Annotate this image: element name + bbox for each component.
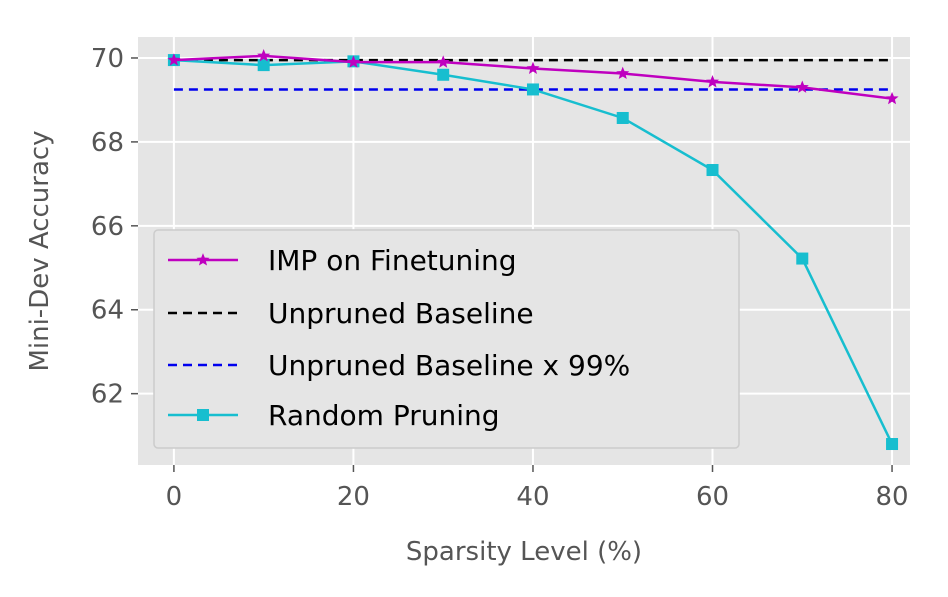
x-tick-label: 60 <box>696 482 729 512</box>
legend-item-random-pruning: Random Pruning <box>168 399 500 432</box>
data-point <box>346 55 360 68</box>
data-point <box>526 83 539 96</box>
data-point <box>705 75 720 88</box>
axis-ticks: 0 20 40 60 80 62 64 66 68 70 <box>91 44 909 512</box>
data-point <box>616 66 630 80</box>
legend-label: IMP on Finetuning <box>268 244 517 277</box>
y-axis-label: Mini-Dev Accuracy <box>25 130 55 371</box>
data-point <box>706 164 719 177</box>
legend-marker <box>196 253 210 266</box>
x-tick-label: 40 <box>516 482 549 512</box>
x-tick-label: 80 <box>875 482 908 512</box>
legend: IMP on Finetuning Unpruned Baseline Unprun… <box>153 229 740 449</box>
data-point <box>886 438 899 451</box>
data-point <box>167 53 181 66</box>
y-tick-label: 66 <box>91 212 124 242</box>
data-point <box>526 61 540 75</box>
data-point <box>796 252 809 265</box>
series-layer <box>167 49 899 451</box>
x-axis-label: Sparsity Level (%) <box>406 537 642 567</box>
y-tick-label: 64 <box>91 296 124 326</box>
data-point <box>437 68 450 81</box>
legend-box <box>153 229 740 449</box>
legend-item-unpruned-baseline-x-99: Unpruned Baseline x 99% <box>168 349 630 382</box>
x-tick-label: 0 <box>166 482 183 512</box>
data-point <box>885 91 899 105</box>
y-tick-label: 68 <box>91 128 124 158</box>
legend-label: Unpruned Baseline x 99% <box>268 349 630 382</box>
data-point <box>616 111 629 124</box>
data-point <box>257 49 271 62</box>
data-point <box>436 55 450 68</box>
data-point <box>257 59 270 72</box>
legend-marker <box>197 409 209 421</box>
y-tick-label: 70 <box>91 44 124 74</box>
data-point <box>795 80 809 93</box>
legend-label: Unpruned Baseline <box>268 297 534 330</box>
legend-item-imp-on-finetuning: IMP on Finetuning <box>168 244 517 277</box>
legend-item-unpruned-baseline: Unpruned Baseline <box>168 297 534 330</box>
x-tick-label: 20 <box>337 482 370 512</box>
legend-label: Random Pruning <box>268 399 500 432</box>
series-imp-on-finetuning <box>167 49 899 105</box>
y-tick-label: 62 <box>91 380 124 410</box>
